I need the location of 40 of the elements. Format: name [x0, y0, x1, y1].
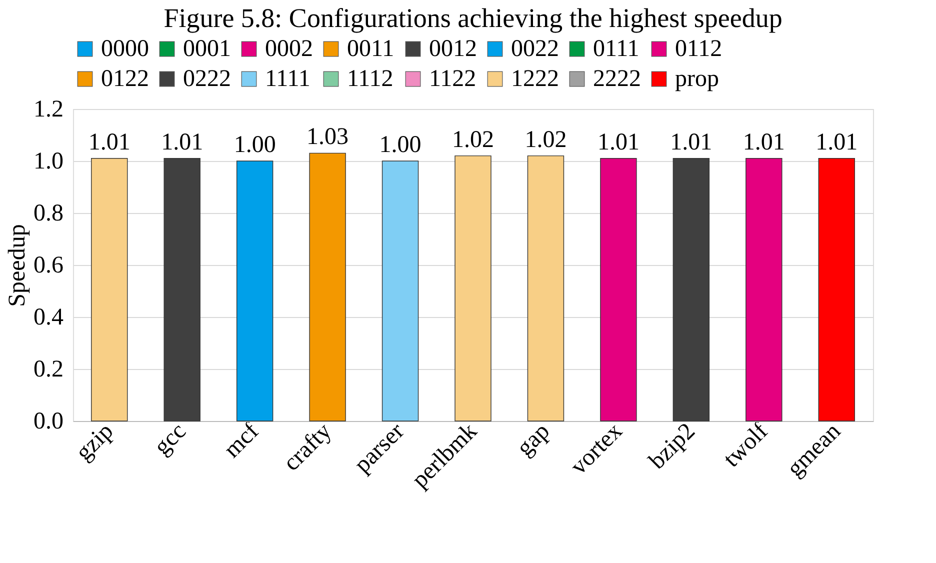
- x-tick-label: gcc: [149, 418, 192, 460]
- data-label: 1.01: [816, 129, 858, 156]
- data-label: 1.01: [88, 129, 130, 156]
- legend-label: 1222: [511, 66, 559, 92]
- x-tick-label: mcf: [219, 418, 264, 464]
- data-label: 1.02: [452, 126, 494, 153]
- data-label: 1.02: [524, 126, 567, 153]
- data-label: 1.03: [306, 124, 349, 150]
- legend-label: 1111: [265, 66, 310, 92]
- legend-label: 0122: [101, 66, 149, 92]
- y-axis-title: Speedup: [4, 224, 30, 307]
- legend-label: 1122: [429, 66, 476, 92]
- legend-label: 0011: [347, 36, 394, 62]
- legend-label: 0002: [265, 36, 313, 62]
- y-tick-label: 0.0: [34, 408, 64, 434]
- x-tick-label: gap: [512, 418, 555, 462]
- x-tick-label: gzip: [70, 418, 119, 466]
- legend-label: 0001: [183, 36, 231, 62]
- legend-label: 0111: [593, 36, 640, 62]
- y-tick-label: 0.8: [34, 200, 64, 226]
- legend-label: 0112: [675, 36, 722, 62]
- data-label: 1.01: [670, 129, 712, 156]
- legend-label: 0022: [511, 36, 559, 62]
- data-label: 1.00: [234, 132, 276, 158]
- data-label: 1.01: [597, 129, 640, 156]
- legend-label: 0222: [183, 66, 231, 92]
- y-tick-label: 1.2: [34, 96, 64, 122]
- y-tick-label: 0.6: [34, 252, 64, 278]
- legend-label: 0000: [101, 36, 149, 62]
- chart-title: Figure 5.8: Configurations achieving the highest speedup: [164, 3, 782, 33]
- y-tick-label: 0.4: [34, 304, 64, 330]
- legend-label: prop: [675, 66, 719, 92]
- data-label: 1.01: [742, 129, 785, 156]
- y-tick-label: 0.2: [34, 356, 64, 382]
- data-label: 1.01: [161, 129, 204, 156]
- y-tick-label: 1.0: [34, 148, 64, 174]
- legend-label: 1112: [347, 66, 394, 92]
- legend-label: 2222: [593, 66, 641, 92]
- data-label: 1.00: [379, 132, 422, 158]
- legend-label: 0012: [429, 36, 477, 62]
